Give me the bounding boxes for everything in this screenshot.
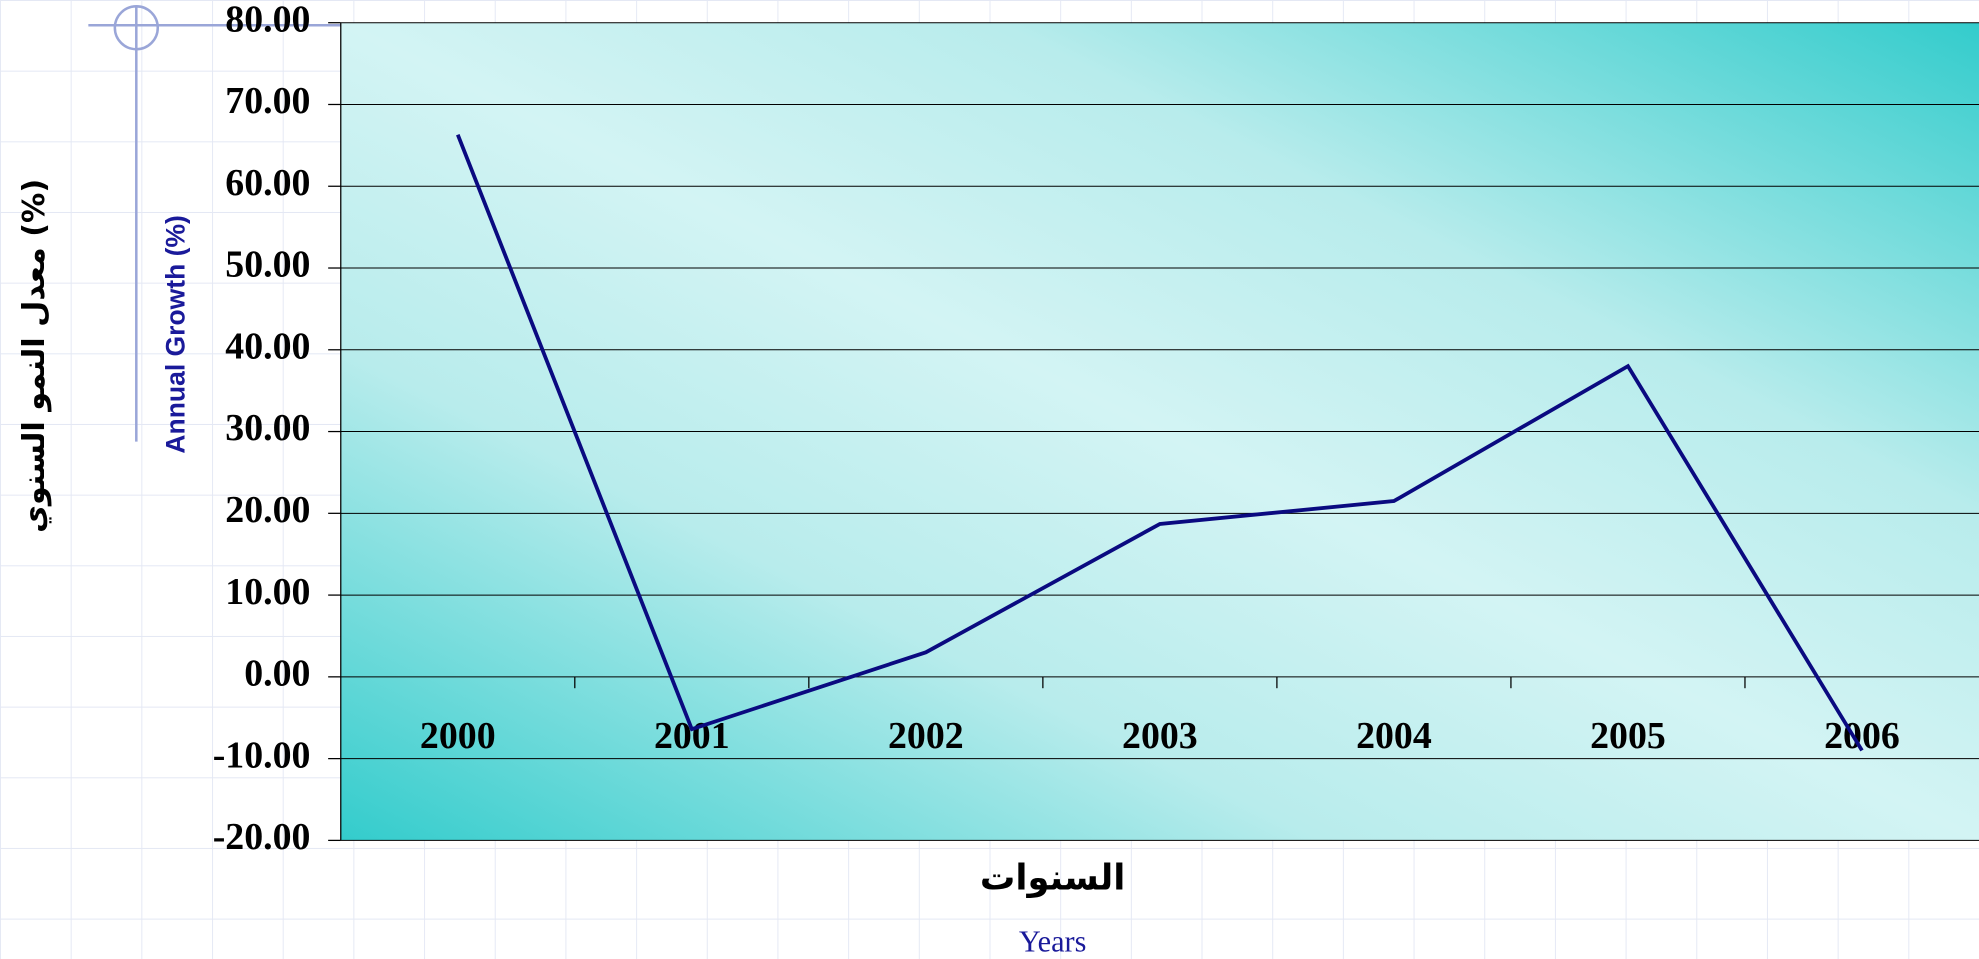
- x-tick-label: 2004: [1356, 715, 1432, 757]
- decoration: [88, 5, 341, 442]
- y-axis-title: معدل النمو السنوي (%): [17, 179, 52, 533]
- y-tick-label: 10.00: [225, 571, 310, 613]
- y-tick-label: 40.00: [225, 325, 310, 367]
- x-tick-label: 2005: [1590, 715, 1666, 757]
- y-tick-label: 0.00: [244, 653, 310, 695]
- y-tick-label: 80.00: [225, 0, 310, 40]
- data-line: [456, 134, 1864, 752]
- x-axis-title: السنوات: [980, 858, 1126, 899]
- y-tick-label: 30.00: [225, 407, 310, 449]
- y-tick-label: 70.00: [225, 80, 310, 122]
- x-tick-label: 2003: [1122, 715, 1198, 757]
- y-tick-label: 60.00: [225, 162, 310, 204]
- x-tick-label: 2000: [420, 715, 496, 757]
- y-tick-label: -10.00: [213, 734, 311, 776]
- y-tick-label: -20.00: [213, 816, 311, 858]
- x-axis-title-en: Years: [1019, 924, 1087, 958]
- y-axis-title-en: Annual Growth (%): [160, 215, 190, 453]
- y-tick-label: 20.00: [225, 489, 310, 531]
- x-tick-label: 2002: [888, 715, 964, 757]
- x-tick-label: 2006: [1824, 715, 1900, 757]
- y-tick-label: 50.00: [225, 244, 310, 286]
